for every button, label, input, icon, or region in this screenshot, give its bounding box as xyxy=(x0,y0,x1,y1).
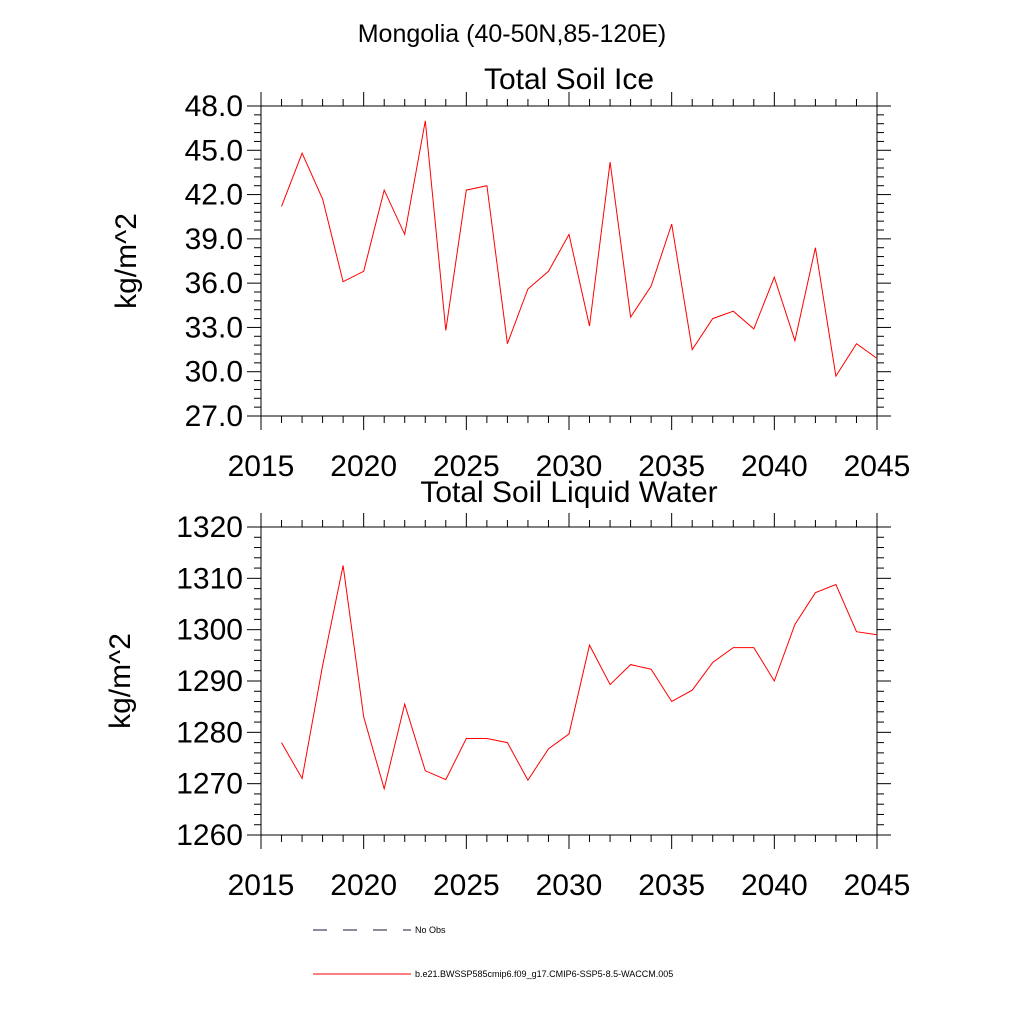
x-tick-label: 2025 xyxy=(433,450,500,483)
y-tick-label: 1260 xyxy=(176,819,243,852)
x-tick-label: 2035 xyxy=(638,450,705,483)
y-tick-label: 1320 xyxy=(176,511,243,544)
legend: No Obs b.e21.BWSSP585cmip6.f09_g17.CMIP6… xyxy=(313,925,673,979)
plot-frame-soil-ice xyxy=(260,105,878,417)
y-tick-label: 1310 xyxy=(176,562,243,595)
page-title: Mongolia (40-50N,85-120E) xyxy=(358,20,667,48)
axes-soil-ice: 2015 2020 2025 2030 2035 2040 2045 27.0 30.0 33.0… xyxy=(185,90,911,483)
y-tick-label: 1280 xyxy=(176,716,243,749)
y-tick-label: 33.0 xyxy=(185,311,243,344)
x-tick-label: 2015 xyxy=(228,869,295,902)
chart-title-soil-ice: Total Soil Ice xyxy=(484,63,654,96)
axes-soil-liquid-water: 2015 2020 2025 2030 2035 2040 2045 1260 1270 1280… xyxy=(176,511,910,902)
legend-label-no-obs: No Obs xyxy=(415,925,446,935)
y-tick-label: 39.0 xyxy=(185,223,243,256)
y-tick-label: 48.0 xyxy=(185,90,243,123)
y-axis-label-soil-liquid-water: kg/m^2 xyxy=(104,633,137,729)
y-tick-label: 36.0 xyxy=(185,267,243,300)
x-tick-label: 2040 xyxy=(741,869,808,902)
x-tick-label: 2015 xyxy=(228,450,295,483)
y-tick-label: 42.0 xyxy=(185,179,243,212)
y-tick-label: 1270 xyxy=(176,768,243,801)
x-tick-label: 2035 xyxy=(638,869,705,902)
plot-frame-soil-liquid-water xyxy=(260,526,878,836)
legend-label-model-run: b.e21.BWSSP585cmip6.f09_g17.CMIP6-SSP5-8… xyxy=(415,969,673,979)
chart-title-soil-liquid-water: Total Soil Liquid Water xyxy=(420,476,717,509)
x-tick-label: 2040 xyxy=(741,450,808,483)
x-tick-label: 2020 xyxy=(330,869,397,902)
panel-soil-ice: Total Soil Ice kg/m^2 2015 2020 2025 2030 20… xyxy=(110,63,910,483)
y-axis-label-soil-ice: kg/m^2 xyxy=(110,213,143,309)
y-tick-label: 30.0 xyxy=(185,356,243,389)
series-line-soil-ice xyxy=(281,120,878,378)
x-tick-label: 2030 xyxy=(536,450,603,483)
y-tick-label: 27.0 xyxy=(185,400,243,433)
y-tick-label: 45.0 xyxy=(185,134,243,167)
x-tick-label: 2025 xyxy=(433,869,500,902)
x-tick-label: 2045 xyxy=(844,869,911,902)
x-tick-label: 2045 xyxy=(844,450,911,483)
x-tick-label: 2030 xyxy=(536,869,603,902)
x-tick-label: 2020 xyxy=(330,450,397,483)
y-tick-label: 1300 xyxy=(176,614,243,647)
panel-soil-liquid-water: Total Soil Liquid Water kg/m^2 2015 2020 2… xyxy=(104,476,910,902)
y-tick-label: 1290 xyxy=(176,665,243,698)
series-line-soil-liquid-water xyxy=(281,565,878,791)
